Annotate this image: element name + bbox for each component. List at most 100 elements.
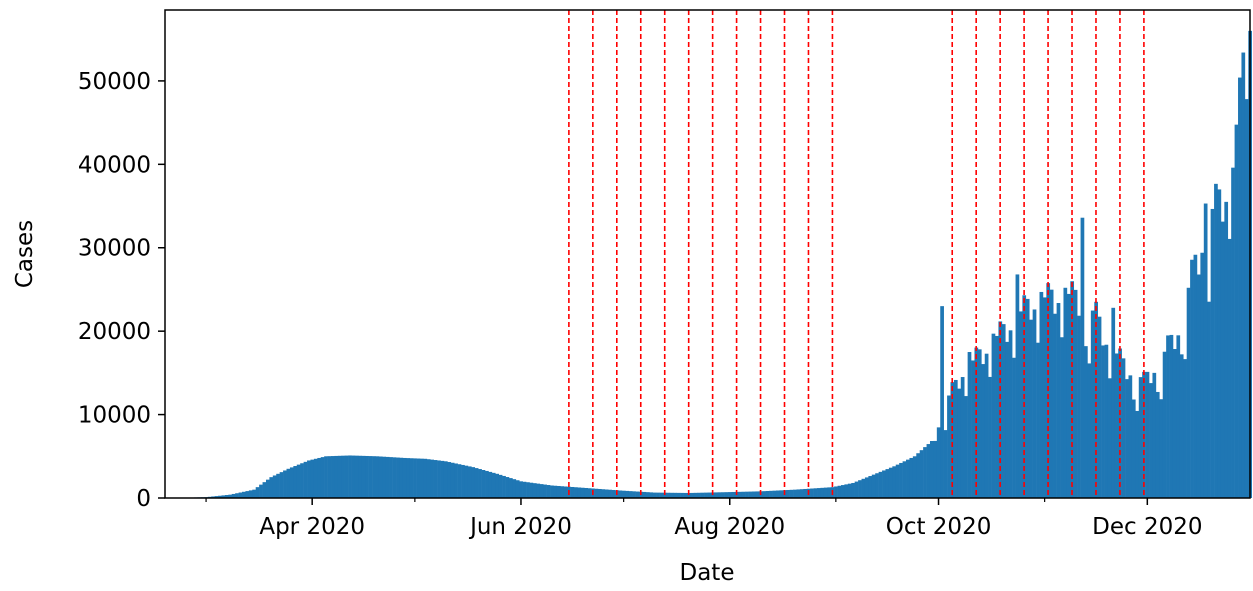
bar (368, 456, 373, 498)
bar (608, 489, 612, 498)
bar (1114, 353, 1119, 498)
bar (933, 440, 938, 498)
bar (1032, 309, 1037, 498)
bar (676, 492, 681, 498)
y-tick-label: 30000 (78, 236, 151, 262)
bar (977, 349, 982, 498)
bar (991, 333, 996, 498)
bar (1029, 319, 1033, 498)
bar (837, 485, 842, 498)
bar (464, 465, 469, 498)
bar (882, 470, 886, 498)
bar (454, 463, 458, 498)
bar (385, 456, 390, 498)
x-axis-label: Date (680, 560, 735, 586)
bar (378, 456, 383, 498)
bar (936, 427, 941, 498)
bar (854, 481, 859, 498)
bar (1005, 341, 1009, 498)
bar (529, 482, 534, 498)
bar (502, 475, 506, 498)
bar (420, 458, 424, 498)
bar (389, 457, 393, 498)
bar (728, 492, 732, 498)
x-tick-label: Oct 2020 (886, 514, 992, 540)
bar (1145, 371, 1150, 498)
bar (1039, 291, 1044, 498)
bar (885, 469, 890, 498)
bar (1077, 315, 1081, 498)
bar (621, 490, 626, 498)
bar (1231, 167, 1235, 498)
bar (912, 456, 917, 498)
bar (752, 491, 756, 498)
bar (485, 470, 489, 498)
bar (228, 494, 233, 498)
bar (799, 489, 804, 498)
bar (929, 441, 934, 498)
bar (259, 484, 263, 498)
bar (669, 492, 674, 498)
bar (536, 483, 541, 498)
bar (365, 455, 369, 498)
bar (594, 488, 599, 498)
bar (324, 456, 328, 498)
bar (1172, 349, 1177, 498)
bar (663, 492, 667, 498)
bar (611, 489, 616, 498)
bar (447, 462, 452, 498)
bar (1200, 252, 1205, 498)
bar (789, 489, 794, 498)
bar (680, 492, 684, 498)
bar (909, 457, 914, 498)
bar (1008, 330, 1013, 498)
bar (940, 306, 944, 498)
bar (1094, 301, 1098, 498)
bar (1159, 399, 1164, 498)
bar (953, 379, 958, 498)
bar (331, 456, 335, 498)
bar (337, 455, 342, 498)
bar (409, 458, 414, 498)
bar (656, 492, 660, 498)
bar (741, 491, 746, 498)
bar (1049, 289, 1054, 498)
x-tick-label: Apr 2020 (259, 514, 365, 540)
bar (632, 491, 636, 498)
bar (895, 464, 900, 498)
plot-frame (164, 9, 1251, 499)
bar (1214, 183, 1218, 498)
bar (847, 483, 852, 498)
bar (341, 455, 345, 498)
bar (864, 477, 869, 498)
bar (224, 495, 229, 498)
bar (947, 395, 951, 498)
bar (505, 477, 510, 498)
bar (1060, 337, 1064, 498)
bar (981, 364, 986, 498)
bar (1138, 377, 1143, 498)
bar (1084, 346, 1088, 498)
bar (710, 492, 715, 498)
vertical-reference-lines (568, 10, 1145, 498)
bar (1015, 274, 1020, 498)
bar (512, 479, 517, 498)
y-tick-label: 10000 (78, 403, 151, 429)
bar (960, 377, 965, 498)
bar (508, 478, 513, 498)
bar (313, 458, 318, 498)
bar (248, 490, 253, 498)
bar (707, 492, 712, 498)
bar (673, 492, 677, 498)
bar (858, 480, 862, 498)
bar (943, 430, 948, 498)
bar (344, 455, 349, 498)
bar (967, 352, 972, 498)
bar (1053, 313, 1057, 498)
bar (262, 482, 267, 498)
bar (402, 457, 407, 498)
bar (745, 491, 749, 498)
bar (1063, 287, 1068, 498)
bar (498, 474, 503, 498)
